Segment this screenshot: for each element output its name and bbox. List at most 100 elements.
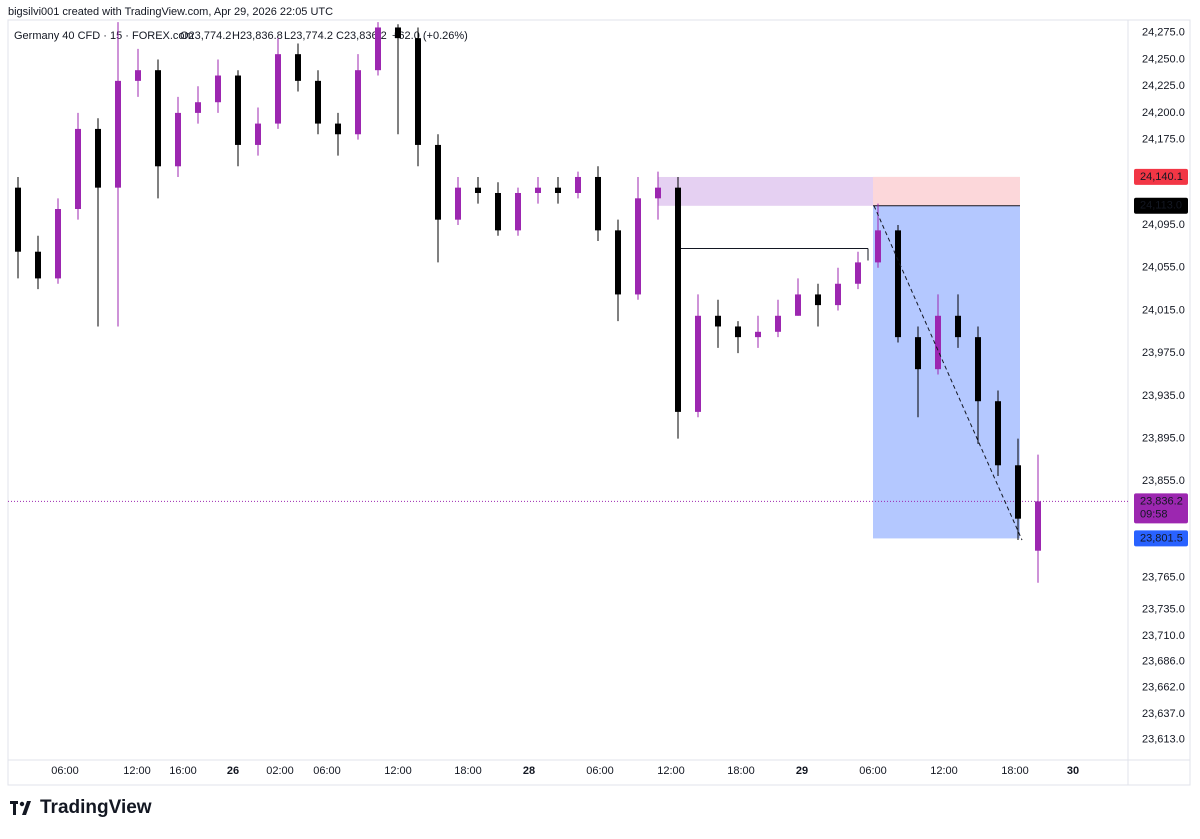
x-tick-label: 16:00 — [169, 765, 197, 777]
candle-body — [95, 128, 101, 188]
y-tick-label: 23,735.0 — [1142, 603, 1185, 615]
trend-line — [873, 205, 1023, 541]
candle-body — [935, 315, 941, 370]
candle-body — [115, 80, 121, 188]
x-tick-label: 06:00 — [313, 765, 341, 777]
target-label-bg — [1134, 530, 1188, 547]
logo-shape — [19, 801, 25, 807]
candle-body — [895, 230, 901, 338]
logo-shape — [13, 801, 16, 815]
candle-body — [15, 187, 21, 252]
x-tick-label: 06:00 — [51, 765, 79, 777]
x-tick-label: 18:00 — [727, 765, 755, 777]
candle-body — [615, 230, 621, 295]
y-tick-label: 23,710.0 — [1142, 630, 1185, 642]
candle-body — [755, 331, 761, 338]
candle-body — [475, 187, 481, 193]
candle-body — [35, 251, 41, 279]
x-tick-label: 12:00 — [384, 765, 412, 777]
candle-body — [395, 27, 401, 39]
stop-label: 24,140.1 — [1140, 171, 1183, 183]
candle-body — [55, 209, 61, 279]
candle-body — [835, 283, 841, 306]
x-tick-label: 30 — [1067, 765, 1079, 777]
y-tick-label: 23,895.0 — [1142, 432, 1185, 444]
candle-body — [415, 38, 421, 145]
x-tick-label: 12:00 — [123, 765, 151, 777]
entry-label-bg — [1134, 197, 1188, 214]
candle-body — [75, 128, 81, 210]
legend-value: H23,836.8 — [232, 30, 283, 42]
legend-change: +62.0 (+0.26%) — [392, 30, 468, 42]
candle-body — [275, 54, 281, 124]
y-tick-label: 24,250.0 — [1142, 53, 1185, 65]
symbol: Germany 40 CFD · 15 · FOREX.com — [14, 30, 194, 42]
x-tick-label: 12:00 — [657, 765, 685, 777]
current-price-label-bg — [1134, 493, 1188, 524]
candle-body — [175, 112, 181, 167]
candle-body — [955, 315, 961, 338]
x-tick-label: 06:00 — [859, 765, 887, 777]
attribution: bigsilvi001 created with TradingView.com… — [8, 6, 333, 18]
candle-body — [795, 294, 801, 316]
candle-body — [195, 102, 201, 113]
y-tick-label: 23,637.0 — [1142, 708, 1185, 720]
brand: TradingView — [40, 797, 152, 818]
candle-body — [975, 337, 981, 402]
candle-body — [1035, 501, 1041, 551]
x-tick-label: 18:00 — [1001, 765, 1029, 777]
candle-body — [815, 294, 821, 306]
y-tick-label: 24,015.0 — [1142, 304, 1185, 316]
y-tick-label: 24,200.0 — [1142, 107, 1185, 119]
y-tick-label: 23,662.0 — [1142, 681, 1185, 693]
legend-value: C23,836.2 — [336, 30, 387, 42]
candle-body — [235, 75, 241, 145]
candle-body — [335, 123, 341, 135]
candle-body — [315, 80, 321, 124]
legend: Germany 40 CFD · 15 · FOREX.com O23,774.… — [14, 30, 468, 42]
candle-body — [715, 315, 721, 327]
candle-body — [695, 315, 701, 412]
x-tick-label: 28 — [523, 765, 535, 777]
candle-body — [635, 198, 641, 295]
countdown: 09:58 — [1140, 508, 1168, 520]
x-tick-label: 29 — [796, 765, 808, 777]
legend-value: L23,774.2 — [284, 30, 333, 42]
y-tick-label: 23,613.0 — [1142, 734, 1185, 746]
candle-body — [775, 315, 781, 332]
y-tick-label: 24,275.0 — [1142, 27, 1185, 39]
candle-body — [375, 27, 381, 71]
y-tick-label: 24,055.0 — [1142, 262, 1185, 274]
candle-body — [1015, 465, 1021, 519]
y-tick-label: 23,975.0 — [1142, 347, 1185, 359]
candle-body — [295, 54, 301, 81]
candle-body — [555, 187, 561, 193]
x-tick-label: 06:00 — [586, 765, 614, 777]
legend-value: O23,774.2 — [180, 30, 231, 42]
candle-body — [995, 401, 1001, 466]
y-tick-label: 23,765.0 — [1142, 571, 1185, 583]
x-tick-label: 12:00 — [930, 765, 958, 777]
candle-body — [255, 123, 261, 145]
candle-body — [495, 192, 501, 231]
candle-body — [735, 326, 741, 338]
candle-body — [875, 230, 881, 263]
logo-shape — [22, 801, 31, 815]
y-tick-label: 23,935.0 — [1142, 390, 1185, 402]
candle-body — [535, 187, 541, 193]
x-tick-label: 18:00 — [454, 765, 482, 777]
candle-body — [355, 70, 361, 135]
candle-body — [135, 70, 141, 81]
x-tick-label: 02:00 — [266, 765, 294, 777]
x-tick-label: 26 — [227, 765, 239, 777]
candle-body — [515, 192, 521, 231]
current-price-label: 23,836.2 — [1140, 495, 1183, 507]
y-tick-label: 24,175.0 — [1142, 134, 1185, 146]
y-tick-label: 24,095.0 — [1142, 219, 1185, 231]
y-tick-label: 23,686.0 — [1142, 656, 1185, 668]
stop-label-bg — [1134, 168, 1188, 185]
y-tick-label: 23,855.0 — [1142, 475, 1185, 487]
candle-body — [655, 187, 661, 199]
